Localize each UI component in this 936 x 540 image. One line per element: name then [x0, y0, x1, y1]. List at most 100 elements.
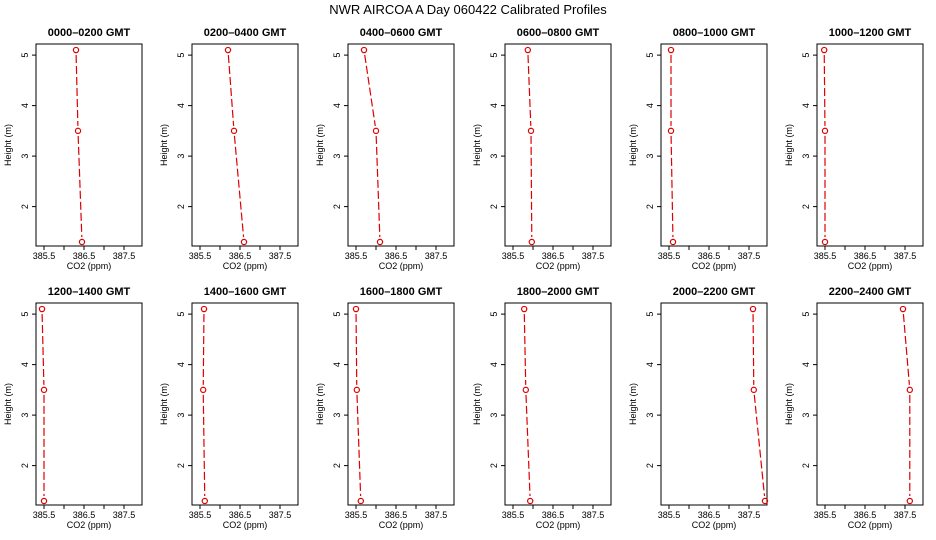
x-tick-label: 386.5 — [385, 251, 408, 261]
data-point — [241, 239, 246, 244]
data-point — [528, 498, 533, 503]
profile-line-segment — [531, 136, 532, 237]
y-tick-label: 4 — [489, 362, 499, 367]
x-axis-label: CO2 (ppm) — [379, 261, 424, 271]
x-axis-label: CO2 (ppm) — [379, 520, 424, 530]
plot-frame — [505, 303, 611, 505]
x-tick-label: 386.5 — [854, 510, 877, 520]
profile-line-segment — [228, 55, 233, 126]
data-point — [73, 47, 78, 52]
data-point — [670, 239, 675, 244]
y-tick-label: 3 — [332, 413, 342, 418]
data-point — [201, 306, 206, 311]
profile-line-segment — [76, 55, 78, 126]
y-tick-label: 4 — [645, 362, 655, 367]
data-point — [41, 498, 46, 503]
y-tick-label: 2 — [489, 463, 499, 468]
data-point — [231, 128, 236, 133]
x-tick-label: 385.5 — [658, 251, 681, 261]
x-axis-label: CO2 (ppm) — [692, 261, 737, 271]
y-tick-label: 5 — [801, 53, 811, 58]
x-tick-label: 387.5 — [738, 251, 761, 261]
data-point — [907, 498, 912, 503]
y-tick-label: 5 — [645, 53, 655, 58]
y-axis-label: Height (m) — [3, 383, 13, 425]
chart-panel: 1200–1400 GMT 385.5 386.5 387.5 2 3 4 5 CO2 (ppm… — [3, 286, 142, 530]
profile-line-segment — [524, 314, 525, 385]
x-tick-label: 385.5 — [658, 510, 681, 520]
y-tick-label: 3 — [20, 413, 30, 418]
chart-panel: 2000–2200 GMT 385.5 386.5 387.5 2 3 4 5 CO2 (ppm… — [628, 286, 768, 530]
data-point — [822, 128, 827, 133]
plot-frame — [348, 303, 454, 505]
profile-line-segment — [903, 314, 909, 385]
x-tick-label: 387.5 — [113, 510, 136, 520]
data-point — [41, 387, 46, 392]
y-tick-label: 5 — [645, 312, 655, 317]
data-point — [529, 239, 534, 244]
x-axis-label: CO2 (ppm) — [692, 520, 737, 530]
y-tick-label: 4 — [489, 103, 499, 108]
x-tick-label: 386.5 — [542, 510, 565, 520]
profile-line-segment — [526, 395, 530, 496]
data-point — [377, 239, 382, 244]
data-point — [79, 239, 84, 244]
x-tick-label: 385.5 — [502, 251, 525, 261]
plot-frame — [817, 44, 923, 246]
y-tick-label: 4 — [332, 362, 342, 367]
data-point — [522, 306, 527, 311]
x-tick-label: 387.5 — [582, 251, 605, 261]
data-point — [202, 498, 207, 503]
x-axis-label: CO2 (ppm) — [67, 261, 112, 271]
y-tick-label: 3 — [801, 413, 811, 418]
y-tick-label: 4 — [176, 362, 186, 367]
chart-panel: 2200–2400 GMT 385.5 386.5 387.5 2 3 4 5 CO2 (ppm… — [784, 286, 923, 530]
y-tick-label: 4 — [801, 362, 811, 367]
y-tick-label: 2 — [801, 463, 811, 468]
y-tick-label: 2 — [20, 463, 30, 468]
y-tick-label: 5 — [20, 312, 30, 317]
data-point — [373, 128, 378, 133]
y-tick-label: 3 — [176, 154, 186, 159]
y-tick-label: 3 — [332, 154, 342, 159]
data-point — [358, 498, 363, 503]
profile-line-segment — [78, 136, 82, 237]
x-tick-label: 385.5 — [33, 251, 56, 261]
data-point — [822, 47, 827, 52]
x-tick-label: 387.5 — [269, 510, 292, 520]
data-point — [525, 47, 530, 52]
x-tick-label: 387.5 — [894, 510, 917, 520]
data-point — [361, 47, 366, 52]
y-tick-label: 4 — [20, 103, 30, 108]
x-tick-label: 385.5 — [189, 510, 212, 520]
panel-title: 1200–1400 GMT — [48, 286, 131, 298]
plot-frame — [36, 44, 142, 246]
y-axis-label: Height (m) — [472, 124, 482, 166]
y-tick-label: 3 — [801, 154, 811, 159]
chart-panel: 1800–2000 GMT 385.5 386.5 387.5 2 3 4 5 CO2 (ppm… — [472, 286, 611, 530]
y-tick-label: 4 — [801, 103, 811, 108]
plot-frame — [192, 303, 298, 505]
plot-frame — [661, 303, 767, 505]
y-tick-label: 3 — [20, 154, 30, 159]
y-axis-label: Height (m) — [784, 124, 794, 166]
y-axis-label: Height (m) — [628, 383, 638, 425]
chart-panel: 1000–1200 GMT 385.5 386.5 387.5 2 3 4 5 CO2 (ppm… — [784, 27, 923, 271]
panel-title: 2000–2200 GMT — [673, 286, 756, 298]
x-tick-label: 385.5 — [189, 251, 212, 261]
x-tick-label: 386.5 — [229, 510, 252, 520]
x-tick-label: 387.5 — [425, 510, 448, 520]
y-tick-label: 5 — [801, 312, 811, 317]
chart-panel: 1400–1600 GMT 385.5 386.5 387.5 2 3 4 5 CO2 (ppm… — [159, 286, 298, 530]
data-point — [201, 387, 206, 392]
profile-line-segment — [528, 55, 531, 126]
x-tick-label: 387.5 — [582, 510, 605, 520]
x-axis-label: CO2 (ppm) — [223, 520, 268, 530]
y-tick-label: 3 — [489, 154, 499, 159]
x-axis-label: CO2 (ppm) — [536, 261, 581, 271]
y-tick-label: 3 — [645, 413, 655, 418]
chart-panel: 0400–0600 GMT 385.5 386.5 387.5 2 3 4 5 CO2 (ppm… — [315, 27, 454, 271]
y-axis-label: Height (m) — [315, 124, 325, 166]
chart-panel: 0800–1000 GMT 385.5 386.5 387.5 2 3 4 5 CO2 (ppm… — [628, 27, 767, 271]
y-tick-label: 5 — [332, 53, 342, 58]
